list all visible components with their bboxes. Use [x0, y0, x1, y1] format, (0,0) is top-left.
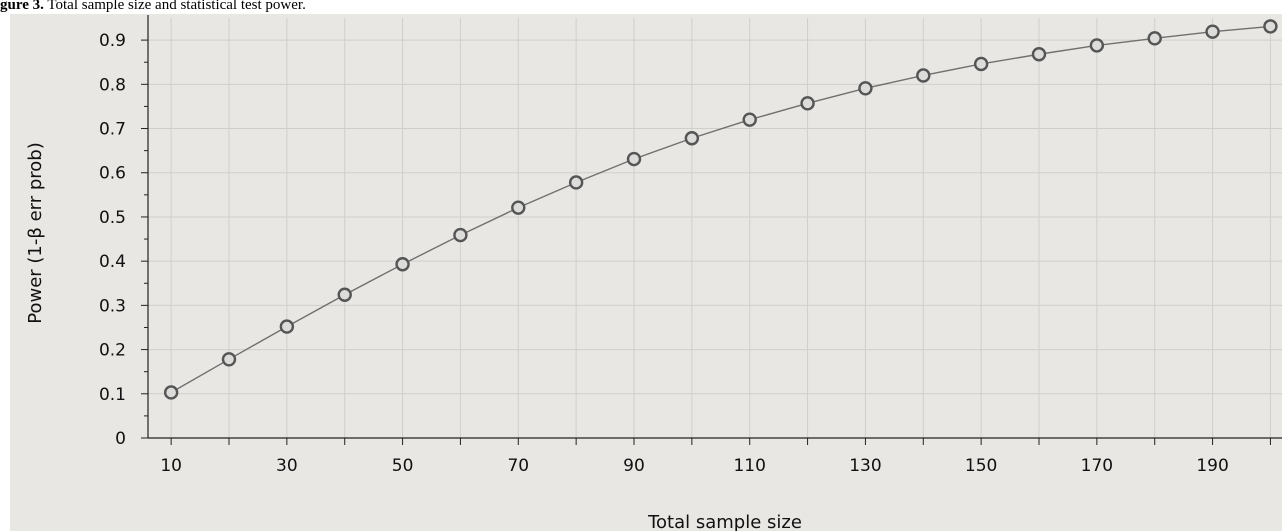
data-point	[511, 200, 526, 215]
data-point	[973, 56, 989, 72]
grid-lines	[148, 18, 1282, 438]
data-point	[221, 352, 237, 367]
data-point	[858, 81, 873, 96]
x-tick-label: 70	[507, 456, 529, 476]
x-tick-label: 170	[1081, 456, 1113, 476]
x-tick-label: 130	[849, 456, 881, 476]
plot-background	[10, 14, 1282, 531]
y-tick-label: 0.4	[99, 252, 126, 272]
data-point	[800, 96, 815, 111]
data-point	[453, 227, 468, 243]
y-tick-label: 0.9	[99, 31, 126, 51]
x-tick-label: 50	[392, 456, 414, 476]
series-line	[170, 25, 1271, 394]
data-point	[626, 151, 642, 167]
x-tick-label: 30	[276, 456, 298, 476]
x-axis-label: Total sample size	[647, 512, 802, 531]
data-point	[279, 319, 295, 334]
y-tick-label: 0.2	[99, 341, 126, 361]
data-point	[568, 175, 584, 190]
data-point	[1089, 38, 1105, 53]
data-point	[337, 287, 352, 302]
data-point	[916, 68, 931, 83]
series	[163, 19, 1278, 400]
data-point	[684, 131, 700, 146]
y-tick-label: 0.5	[99, 208, 126, 228]
data-point	[163, 385, 179, 400]
data-point	[1263, 19, 1278, 34]
figure-caption-text: Total sample size and statistical test p…	[47, 0, 306, 13]
figure-caption: gure 3. Total sample size and statistica…	[0, 0, 306, 13]
x-tick-label: 10	[160, 456, 182, 476]
x-tick-label: 110	[733, 456, 765, 476]
x-tick-label: 90	[623, 456, 645, 476]
y-tick-label: 0.3	[99, 296, 126, 316]
data-point	[742, 112, 757, 127]
x-tick-label: 190	[1196, 456, 1228, 476]
y-tick-label: 0.7	[99, 120, 126, 140]
x-tick-label: 150	[965, 456, 997, 476]
data-point	[1205, 24, 1220, 39]
data-point	[1147, 31, 1162, 46]
y-tick-label: 0.8	[99, 75, 126, 95]
y-tick-label: 0	[115, 429, 126, 449]
data-point	[395, 257, 410, 272]
y-tick-label: 0.6	[99, 164, 126, 184]
y-tick-label: 0.1	[99, 385, 126, 405]
data-point	[1031, 47, 1047, 62]
axes: 0 0.1 0.2 0.3 0.4 0.5 0.6 0.7 0.8 0.9 10 30 50 70 90 11…	[99, 15, 1282, 476]
y-axis-label: Power (1-β err prob)	[25, 142, 46, 324]
figure-caption-label: gure 3.	[0, 0, 44, 13]
